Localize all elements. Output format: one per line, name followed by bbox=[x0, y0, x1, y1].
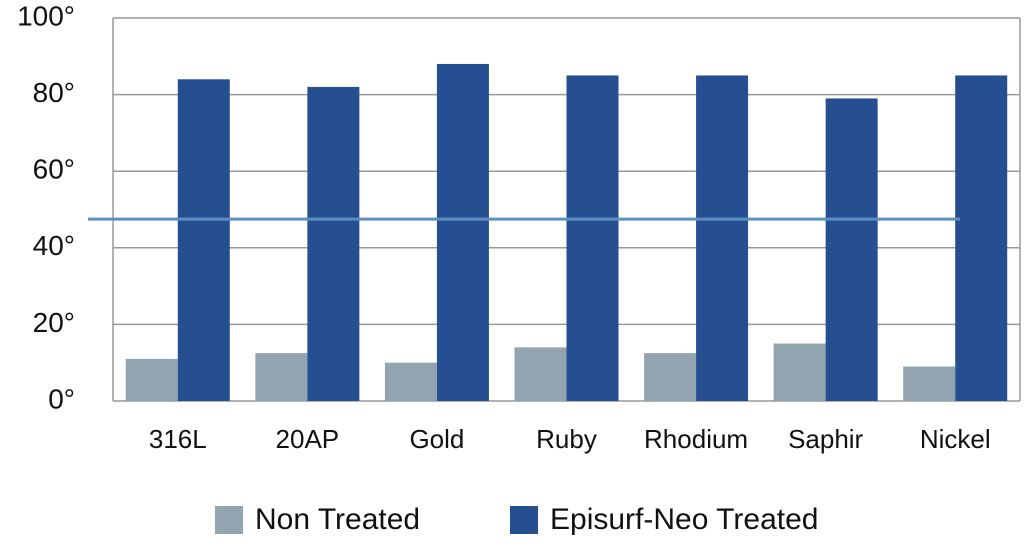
bar bbox=[384, 362, 437, 401]
x-tick-label: 20AP bbox=[276, 424, 340, 454]
x-tick-label: Nickel bbox=[920, 424, 991, 454]
bar bbox=[436, 63, 489, 402]
bar bbox=[903, 366, 956, 401]
x-tick-label: Saphir bbox=[788, 424, 863, 454]
legend-swatch bbox=[510, 506, 538, 534]
x-tick-label: Ruby bbox=[536, 424, 597, 454]
bar bbox=[514, 347, 567, 401]
y-tick-label: 80° bbox=[33, 77, 75, 108]
bar bbox=[644, 353, 697, 401]
y-tick-label: 0° bbox=[48, 383, 75, 414]
legend-label: Episurf-Neo Treated bbox=[550, 503, 818, 536]
bar bbox=[696, 75, 749, 401]
x-tick-label: Gold bbox=[409, 424, 464, 454]
bar bbox=[125, 358, 178, 401]
bar bbox=[773, 343, 826, 401]
legend-label: Non Treated bbox=[255, 503, 420, 536]
x-tick-label: 316L bbox=[149, 424, 207, 454]
bar bbox=[955, 75, 1008, 401]
y-tick-label: 40° bbox=[33, 230, 75, 261]
bar bbox=[177, 79, 230, 401]
bar bbox=[307, 86, 360, 401]
y-tick-label: 60° bbox=[33, 154, 75, 185]
y-tick-label: 20° bbox=[33, 307, 75, 338]
bar bbox=[255, 353, 308, 401]
legend-swatch bbox=[215, 506, 243, 534]
x-tick-label: Rhodium bbox=[644, 424, 748, 454]
bar bbox=[825, 98, 878, 402]
bar bbox=[566, 75, 619, 401]
y-tick-label: 100° bbox=[17, 0, 75, 31]
